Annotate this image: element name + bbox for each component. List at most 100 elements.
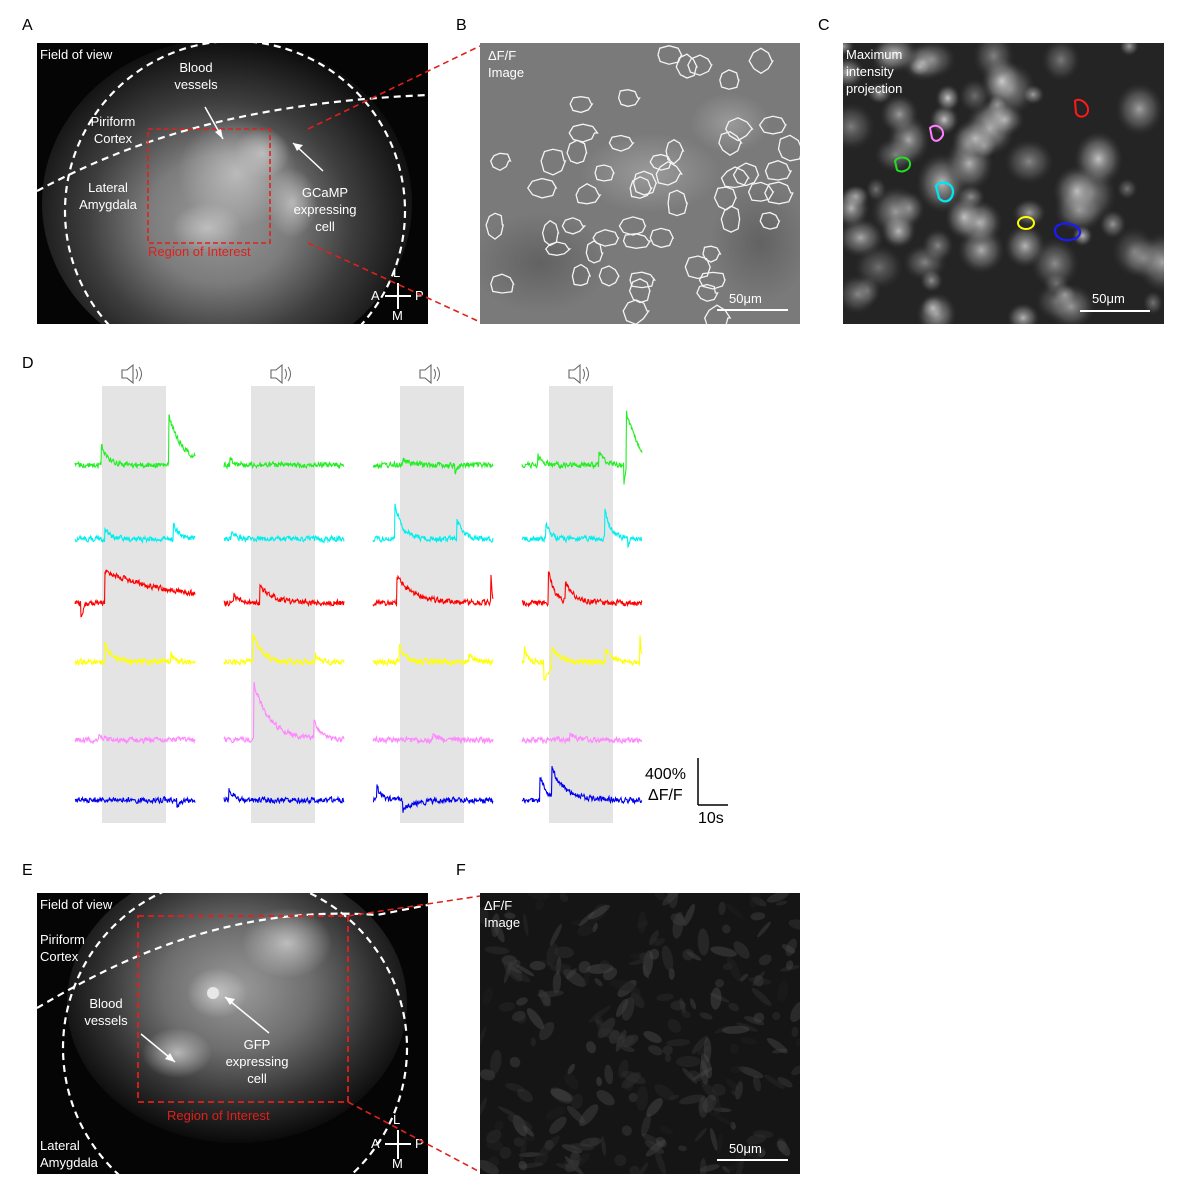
c-cell-blob	[843, 56, 866, 88]
f-texture-mark	[566, 1105, 586, 1124]
c-cell-blob	[843, 274, 878, 315]
f-texture-mark	[628, 1092, 638, 1103]
c-cell-blob	[843, 187, 870, 229]
f-texture-mark	[503, 960, 513, 984]
f-texture-mark	[733, 941, 750, 959]
f-texture-mark	[556, 956, 562, 974]
f-texture-mark	[699, 1012, 713, 1020]
stimulus-shading	[102, 386, 166, 823]
panel-label-b: B	[456, 17, 467, 34]
f-texture-mark	[504, 912, 516, 919]
f-texture-mark	[561, 1144, 583, 1154]
f-texture-mark	[508, 966, 523, 974]
cell-outline	[747, 181, 775, 202]
f-texture-mark	[699, 1164, 720, 1172]
cell-outline	[675, 53, 699, 79]
f-texture-mark	[498, 1106, 519, 1118]
cell-outline	[571, 263, 592, 287]
cell-outline	[698, 271, 726, 290]
cell-outline	[561, 217, 587, 235]
f-texture-mark	[618, 1059, 629, 1079]
f-texture-mark	[603, 967, 618, 981]
f-texture-mark	[655, 1136, 667, 1148]
e-orientation-m: M	[392, 1156, 403, 1171]
f-texture-mark	[661, 945, 674, 971]
speaker-icon	[270, 363, 291, 385]
e-orientation-p: P	[415, 1136, 424, 1151]
c-cell-blob	[972, 43, 1015, 81]
f-texture-mark	[529, 960, 546, 971]
f-texture-mark	[662, 1045, 673, 1055]
c-cell-blob	[935, 84, 961, 112]
f-texture-mark	[779, 965, 800, 972]
f-texture-mark	[698, 1096, 708, 1118]
c-cell-blob	[866, 82, 893, 105]
f-texture-mark	[608, 1030, 620, 1044]
f-texture-mark	[718, 901, 726, 916]
f-texture-mark	[709, 992, 730, 1003]
f-texture-mark	[480, 1026, 487, 1051]
f-texture-mark	[565, 1159, 580, 1173]
f-scalebar-label: 50μm	[729, 1141, 762, 1156]
f-texture-mark	[509, 1056, 521, 1068]
cell-outline	[629, 271, 657, 289]
calcium-trace	[372, 457, 494, 475]
f-texture-mark	[484, 946, 510, 955]
f-texture-mark	[600, 1028, 625, 1040]
f-texture-mark	[580, 1137, 602, 1147]
f-texture-mark	[721, 1025, 750, 1034]
f-texture-mark	[507, 1115, 533, 1130]
f-texture-mark	[609, 979, 636, 991]
f-texture-mark	[552, 971, 562, 994]
f-texture-mark	[664, 1053, 672, 1063]
scale-y-label: 400%	[645, 766, 686, 783]
f-texture-mark	[515, 1121, 535, 1142]
f-texture-mark	[659, 1125, 674, 1135]
cell-outline	[655, 160, 683, 186]
gfp-cell-label: GFP expressing cell	[225, 1037, 289, 1086]
c-cell-blob	[921, 228, 954, 263]
f-texture-mark	[642, 964, 650, 979]
f-texture-mark	[513, 1137, 525, 1147]
f-texture-mark	[643, 1030, 662, 1043]
f-texture-mark	[747, 1146, 767, 1159]
f-texture-mark	[624, 1079, 634, 1091]
f-texture-mark	[648, 930, 659, 946]
f-texture-mark	[596, 1076, 602, 1087]
calcium-trace	[223, 583, 345, 608]
f-texture-mark	[688, 1070, 703, 1082]
f-texture-mark	[620, 1045, 635, 1053]
calcium-trace	[372, 784, 494, 813]
f-title: ΔF/F Image	[484, 898, 521, 930]
calcium-trace	[521, 410, 643, 485]
cell-outline	[527, 177, 558, 199]
f-texture-mark	[740, 1037, 757, 1045]
f-texture-mark	[494, 1120, 504, 1131]
calcium-trace	[521, 571, 643, 608]
e-orientation-l: L	[393, 1112, 401, 1127]
f-texture-mark	[725, 903, 743, 919]
f-texture-mark	[714, 979, 725, 988]
f-texture-mark	[501, 955, 518, 967]
f-texture-mark	[672, 911, 684, 939]
f-texture-mark	[630, 992, 645, 1009]
f-texture-mark	[583, 967, 590, 987]
panel-c-image: Maximum intensity projection 50μm	[843, 43, 1164, 324]
f-texture-mark	[785, 960, 794, 970]
cell-outline	[617, 89, 641, 108]
c-cell-blob	[985, 103, 1025, 137]
f-texture-mark	[588, 1005, 612, 1023]
panel-b-image: ΔF/F Image 50μm	[480, 43, 800, 324]
f-texture-mark	[666, 1039, 691, 1047]
cell-outline	[665, 139, 685, 165]
lateral-amygdala-label: Lateral Amygdala	[79, 180, 137, 212]
cell-outline	[724, 117, 754, 142]
cell-outline	[594, 164, 615, 182]
stimulus-shading	[549, 386, 613, 823]
cell-outline	[759, 211, 781, 230]
f-texture-mark	[738, 1066, 764, 1079]
f-texture-mark	[499, 1146, 512, 1159]
f-texture-mark	[566, 968, 577, 980]
f-texture-mark	[599, 960, 611, 971]
f-texture-mark	[615, 1034, 635, 1048]
